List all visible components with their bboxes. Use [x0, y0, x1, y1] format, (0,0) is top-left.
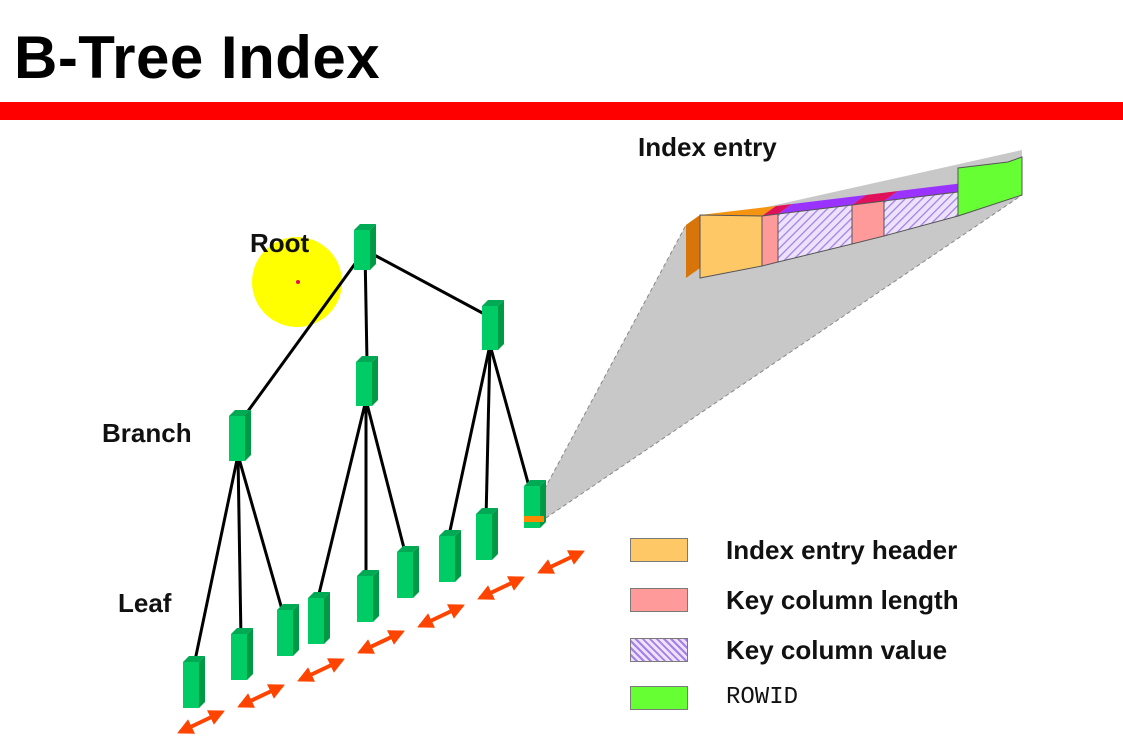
legend-item-length: Key column length: [628, 583, 1028, 615]
entry-value-top: [778, 195, 866, 214]
double-arrow-icon: [297, 658, 345, 682]
leaf-node: [308, 592, 330, 644]
index-entry-bar: [686, 156, 1023, 279]
length-swatch: [630, 588, 688, 612]
entry-length-front: [761, 213, 779, 267]
root-label: Root: [250, 228, 310, 258]
double-arrow-icon: [357, 630, 405, 654]
value-swatch: [630, 638, 688, 662]
leaf-node: [476, 508, 498, 560]
legend-label: Index entry header: [726, 535, 958, 565]
legend-label: ROWID: [726, 684, 799, 711]
legend-item-header: Index entry header: [628, 533, 1028, 565]
leaf-node: [439, 530, 461, 582]
entry-value-top: [884, 182, 972, 201]
tree-edges: [191, 248, 532, 671]
index-entry-label: Index entry: [638, 132, 777, 162]
root-node: [354, 224, 376, 270]
leaf-node-selected: [524, 480, 546, 528]
legend-item-value: Key column value: [628, 633, 1028, 665]
double-arrow-icon: [477, 576, 525, 600]
slide-title: B-Tree Index: [14, 24, 381, 91]
double-arrow-icon: [537, 550, 585, 574]
branch-node: [229, 410, 251, 461]
branch-node: [482, 300, 504, 350]
double-arrow-icon: [237, 684, 285, 708]
double-arrow-icon: [177, 710, 225, 734]
leaf-node: [231, 628, 253, 680]
legend-label: Key column value: [726, 635, 948, 665]
leaf-node: [277, 604, 299, 656]
leaf-links: [177, 550, 585, 734]
header-swatch: [630, 538, 688, 562]
title-rule: [0, 102, 1123, 120]
entry-rowid-front: [957, 156, 1023, 217]
branch-node: [356, 356, 378, 406]
tree-nodes: [183, 224, 546, 708]
entry-length-top: [762, 204, 792, 216]
legend-item-rowid: ROWID: [628, 681, 1028, 711]
leaf-node: [397, 546, 419, 598]
leaf-node: [183, 656, 205, 708]
entry-header-side: [686, 215, 700, 278]
leaf-label: Leaf: [118, 588, 172, 618]
zoom-cone-edge-bottom: [539, 194, 1023, 523]
legend-label: Key column length: [726, 585, 959, 615]
double-arrow-icon: [417, 604, 465, 628]
branch-label: Branch: [102, 418, 192, 448]
entry-length-front: [851, 200, 885, 245]
entry-length-top: [852, 191, 898, 205]
root-highlight-dot: [296, 280, 300, 284]
zoom-cone: [528, 150, 1022, 522]
rowid-swatch: [630, 686, 688, 710]
leaf-node: [357, 570, 379, 622]
